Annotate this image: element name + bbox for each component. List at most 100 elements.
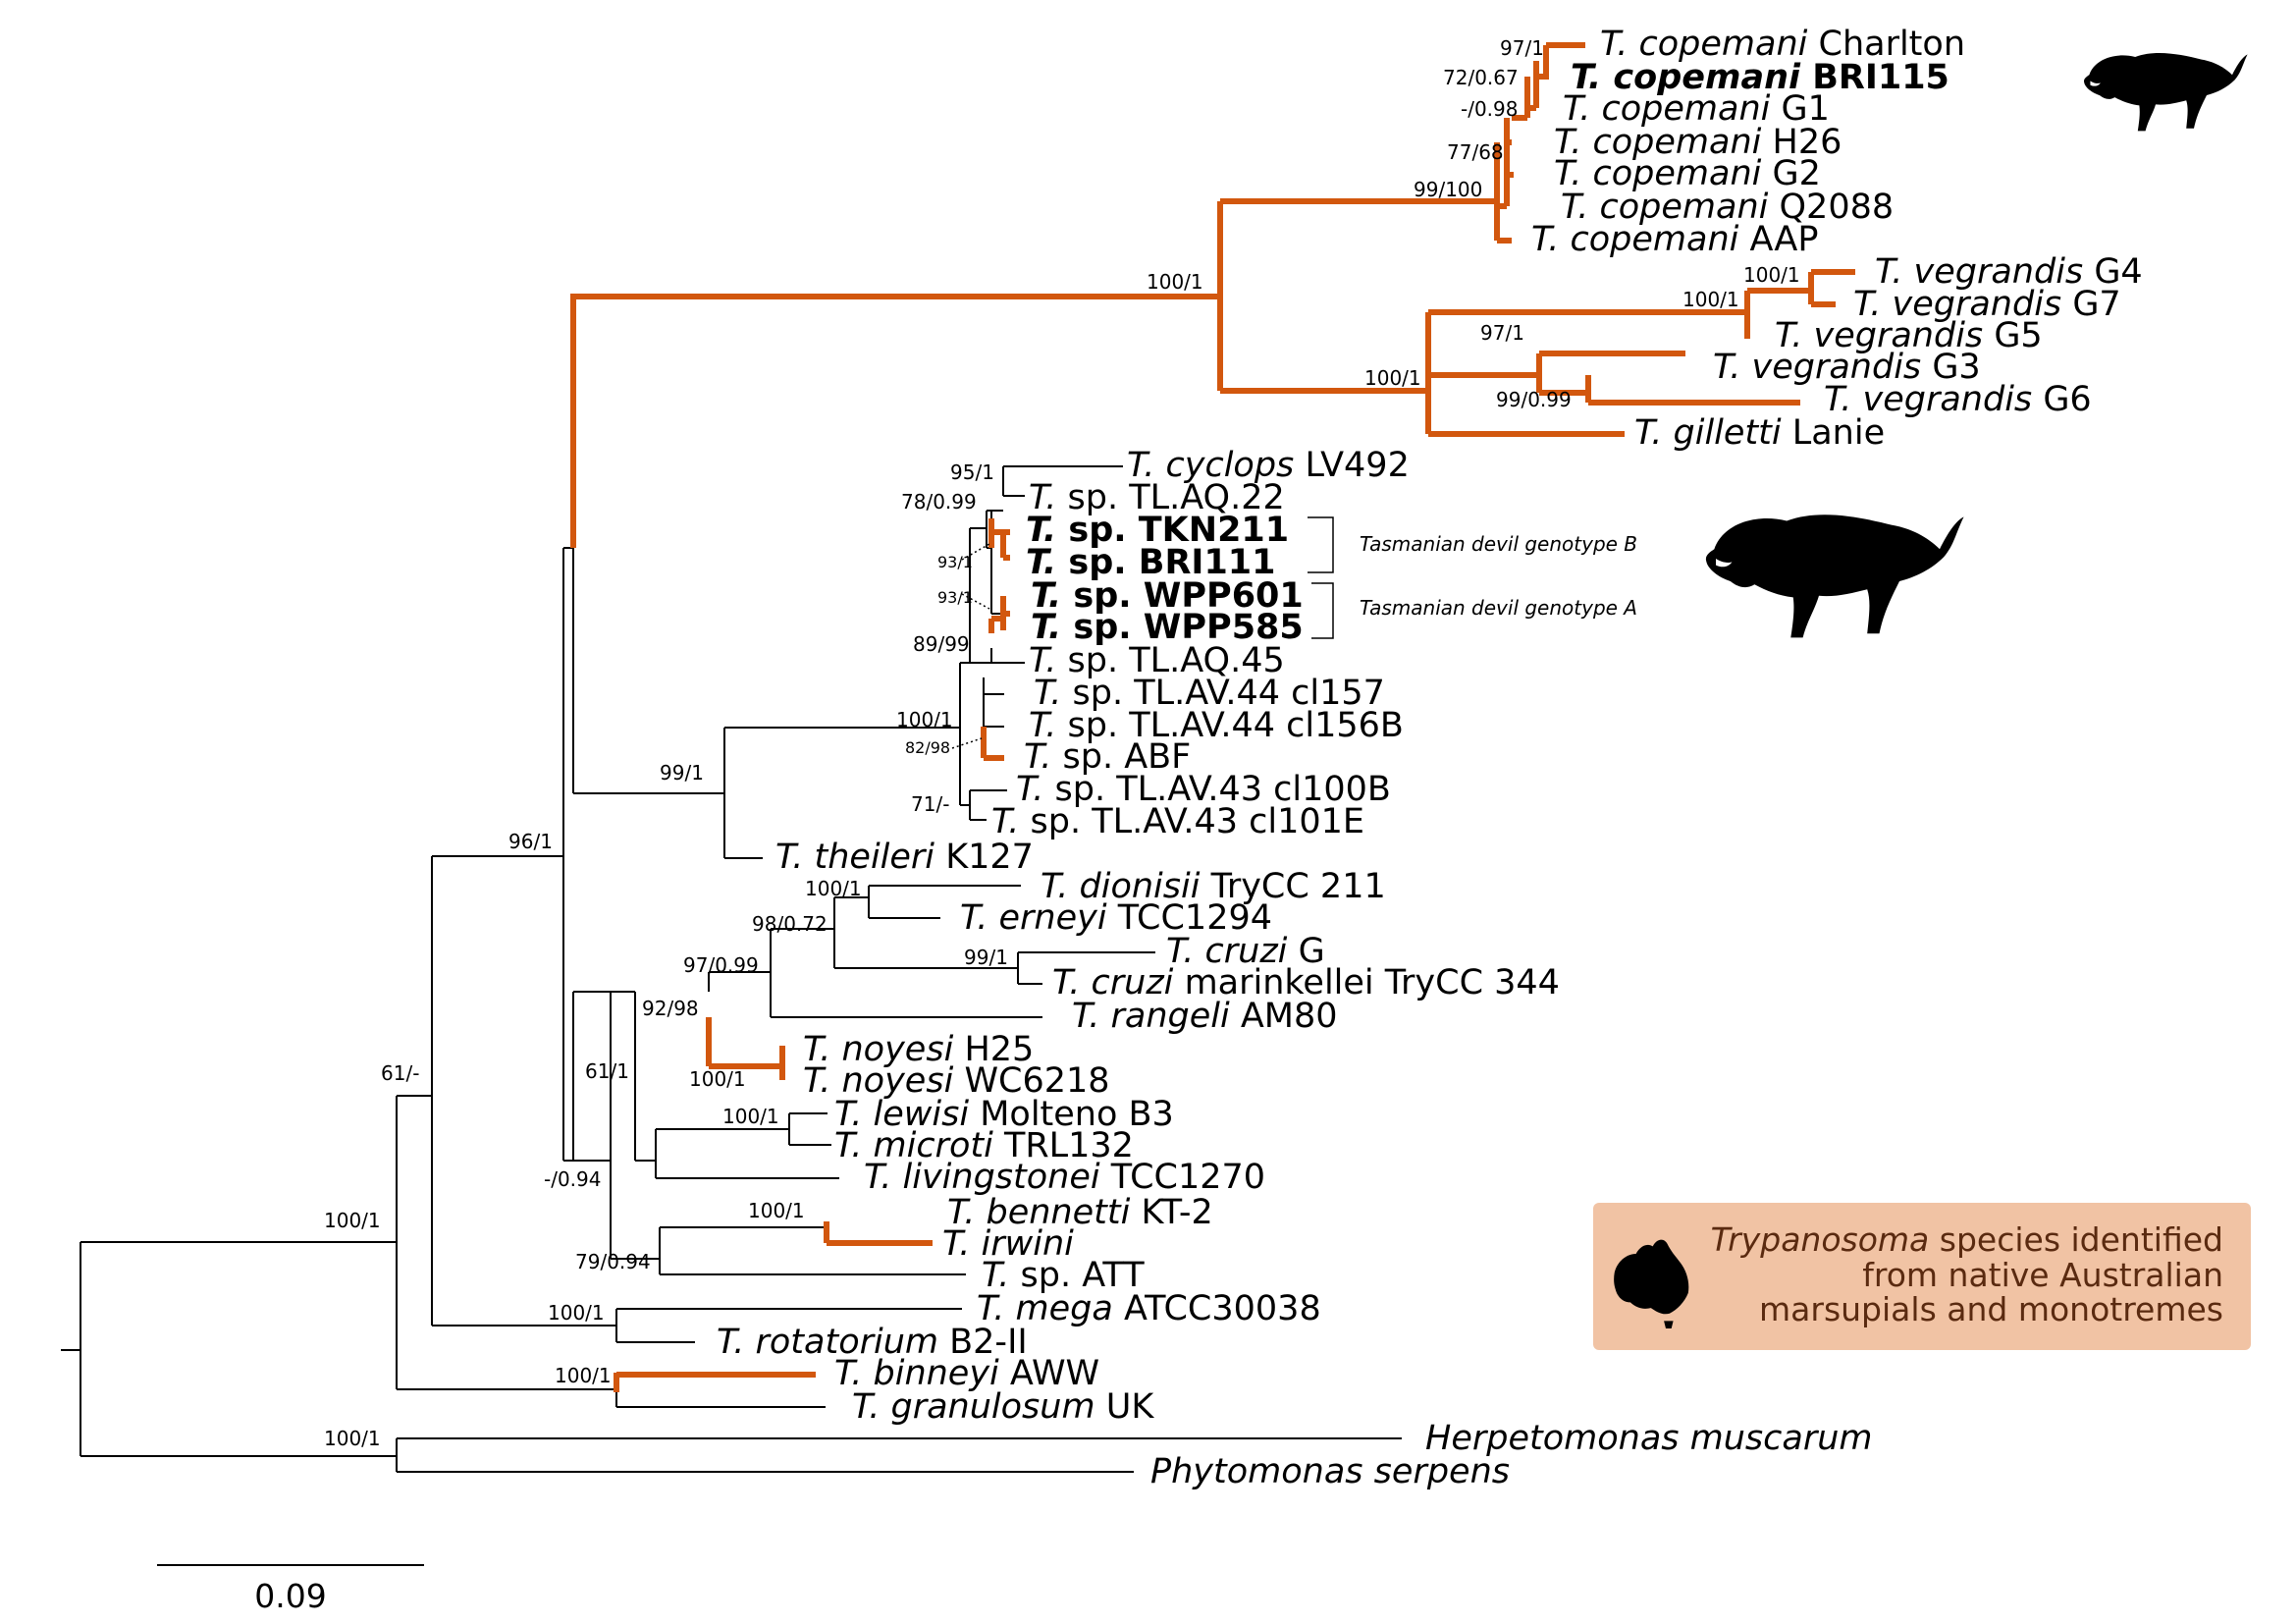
tip-sp-wpp585: T. sp. WPP585 [1031,608,1304,647]
branch-ben-att [659,1226,966,1275]
tip-cop-q2088: T. copemani Q2088 [1561,188,1894,227]
support-label: 99/1 [660,761,704,785]
tip-meg: T. mega ATCC30038 [977,1289,1321,1328]
tip-sp-tlav44-157: T. sp. TL.AV.44 cl157 [1034,674,1385,713]
branch-tkn-bri [988,518,1010,561]
support-label: 79/0.94 [575,1250,651,1273]
legend-line-1: Trypanosoma species identified [1711,1220,2223,1259]
tasmanian-devil-icon [2083,53,2248,132]
tip-the-k127: T. theileri K127 [775,838,1034,877]
branch-lew-liv [634,992,839,1179]
tip-cop-charlton: T. copemani Charlton [1600,25,1965,64]
branch-bin [614,1372,816,1392]
tip-cru-g: T. cruzi G [1166,932,1325,971]
branch-trypanosoma [396,1095,616,1390]
branch-abf [981,727,1004,761]
branch-irw-orange [824,1221,933,1246]
branch-gra [615,1373,826,1408]
bracket-genotype-a [1311,582,1334,639]
legend-line-3: marsupials and monotremes [1759,1290,2223,1328]
branch-veg-g4g7 [1747,269,1855,307]
branch-cop-h26 [1504,118,1514,206]
branch-61-1 [610,991,660,1260]
tip-veg-g4: T. vegrandis G4 [1875,252,2143,292]
support-label: 99/1 [964,946,1008,969]
tip-liv: T. livingstonei TCC1270 [864,1158,1265,1197]
tip-ben: T. bennetti KT-2 [947,1193,1213,1232]
branch-lew-mic [788,1112,831,1146]
branch-tlav43 [969,789,1007,821]
tip-sp-abf: T. sp. ABF [1024,737,1191,777]
tip-cop-aap: T. copemani AAP [1531,220,1818,259]
tip-her: Herpetomonas muscarum [1425,1419,1873,1458]
australia-icon [1614,1239,1689,1328]
branch-cyc-group [1002,465,1123,497]
support-label: 100/1 [748,1199,805,1222]
tip-ran: T. rangeli AM80 [1072,997,1338,1036]
support-label: 100/1 [1743,263,1800,287]
tip-sp-tlav43-100b: T. sp. TL.AV.43 cl100B [1016,770,1391,809]
support-label: 93/1 [937,588,973,607]
support-label: 97/1 [1500,36,1544,60]
support-label: 82/98 [905,738,950,757]
tip-veg-g6: T. vegrandis G6 [1824,380,2092,419]
tip-veg-g7: T. vegrandis G7 [1853,285,2121,324]
bracket-genotype-b [1308,516,1334,573]
branch-sp-clade [959,662,970,806]
tip-cru-mar: T. cruzi marinkellei TryCC 344 [1052,963,1560,1002]
legend-line-2: from native Australian [1862,1256,2223,1294]
support-label: 97/1 [1480,321,1524,345]
legend-box [1593,1203,2251,1350]
tip-cop-g2: T. copemani G2 [1554,154,1821,193]
tip-ern: T. erneyi TCC1294 [960,898,1272,938]
tip-noy-wc6218: T. noyesi WC6218 [803,1061,1110,1101]
tip-bin: T. binneyi AWW [834,1354,1099,1393]
tip-lew: T. lewisi Molteno B3 [834,1095,1174,1134]
orange-branches [570,42,1855,1392]
branch-wpp [988,596,1010,633]
scale-bar-label: 0.09 [254,1577,326,1615]
support-label: 100/1 [555,1364,612,1387]
support-label: 77/68 [1447,140,1504,164]
support-label: 98/0.72 [752,912,828,936]
support-label: 93/1 [937,553,973,571]
branch-61 [431,855,616,1326]
branch-marsupial-clade [570,294,1220,548]
support-label: 71/- [911,792,949,816]
tip-cop-h26: T. copemani H26 [1554,123,1842,162]
tip-sp-tlaq22: T. sp. TL.AQ.22 [1029,478,1285,517]
tip-gra: T. granulosum UK [852,1387,1154,1427]
branch-094 [572,991,611,1162]
branch-veg-g3g6 [1536,351,1800,406]
genotype-a-label: Tasmanian devil genotype A [1360,596,1637,620]
tip-gil-lanie: T. gilletti Lanie [1634,413,1885,453]
support-label: 100/1 [1682,288,1739,311]
support-label: 89/99 [913,632,970,656]
legend: Trypanosoma species identified from nati… [1593,1203,2251,1350]
tip-sp-tlav43-101e: T. sp. TL.AV.43 cl101E [991,802,1364,841]
branch-cruzi [1017,951,1155,985]
scale-bar: 0.09 [157,1564,424,1615]
support-label: 100/1 [1147,270,1203,294]
tip-sp-tkn211: T. sp. TKN211 [1026,511,1289,550]
tip-sp-tlav44-156b: T. sp. TL.AV.44 cl156B [1029,706,1404,745]
support-values: 97/1 72/0.67 -/0.98 77/68 99/100 100/1 1… [324,36,1800,1450]
tip-cop-g1: T. copemani G1 [1563,89,1830,129]
support-label: 99/0.99 [1496,388,1572,411]
support-label: 61/- [381,1061,419,1085]
tip-dio: T. dionisii TryCC 211 [1041,867,1386,906]
genotype-b-label: Tasmanian devil genotype B [1360,532,1637,556]
support-label: 72/0.67 [1443,66,1519,89]
support-label: 100/1 [805,877,862,900]
support-label: 100/1 [1364,366,1421,390]
tip-cop-bri115: T. copemani BRI115 [1571,58,1949,97]
support-label: 61/1 [585,1059,629,1083]
tip-phy: Phytomonas serpens [1150,1452,1510,1491]
branch-tlaq45-leaf [990,648,1025,664]
branch-noy [706,1017,785,1080]
branch-theileri [572,548,960,859]
support-label: 100/1 [324,1209,381,1232]
support-label: -/0.94 [544,1167,602,1191]
tip-irw: T. irwini [942,1224,1074,1264]
